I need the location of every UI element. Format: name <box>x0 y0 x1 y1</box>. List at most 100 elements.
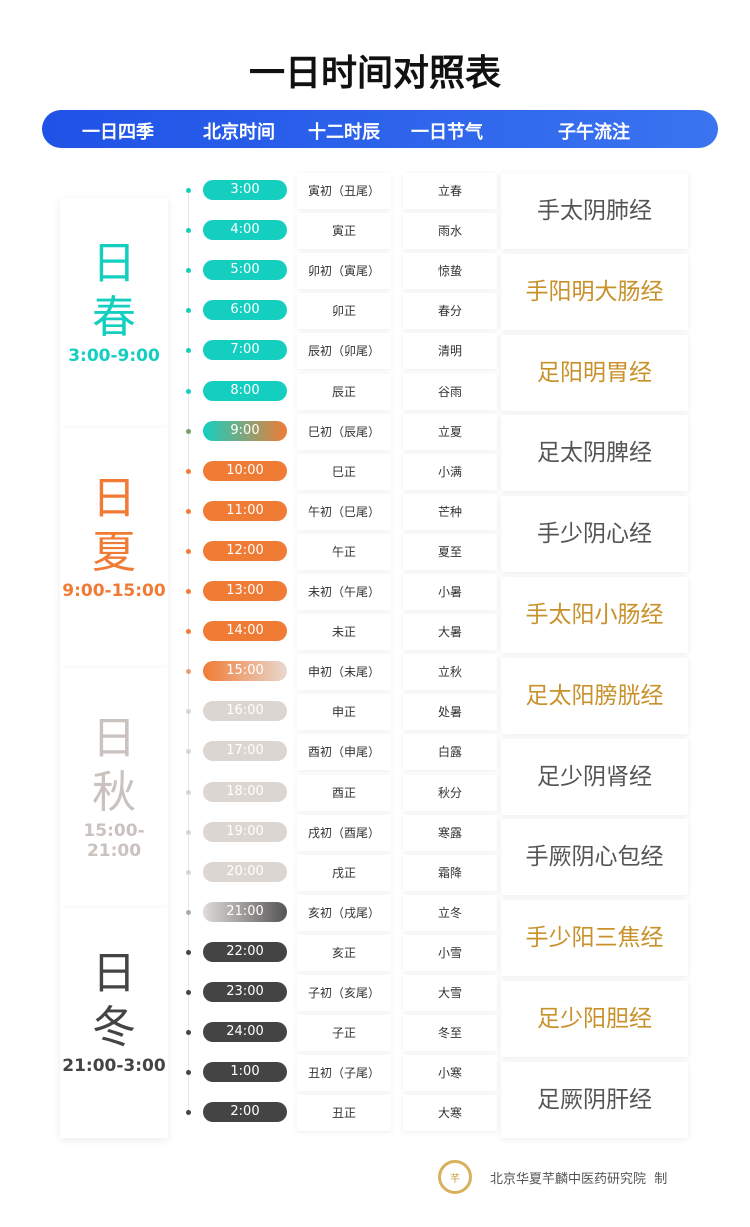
meridian-cell: 手阳明大肠经 <box>501 253 688 330</box>
timeline-dot <box>186 388 191 394</box>
shichen-cell: 午正 <box>297 533 391 570</box>
timeline-dot <box>186 548 191 554</box>
jieqi-cell: 小暑 <box>403 574 497 610</box>
shichen-cell: 午初（巳尾） <box>297 493 391 530</box>
time-pill: 24:00 <box>203 1022 287 1043</box>
timeline-dot <box>186 308 191 314</box>
shichen-cell: 卯初（寅尾） <box>297 253 391 290</box>
shichen-cell: 辰初（卯尾） <box>297 333 391 370</box>
time-pill: 22:00 <box>203 941 287 962</box>
header-shichen: 十二时辰 <box>308 122 380 143</box>
footer: 芊 北京华夏芊麟中医药研究院 制 <box>438 1160 667 1194</box>
jieqi-cell: 处暑 <box>403 694 497 731</box>
jieqi-cell: 大暑 <box>403 614 497 651</box>
meridian-cell: 手少阳三焦经 <box>501 900 688 977</box>
jieqi-cell: 小满 <box>403 453 497 490</box>
meridian-cell: 足阳明胃经 <box>501 334 688 411</box>
season-panel-spring: 日春 3:00-9:00 <box>60 198 168 428</box>
time-pill: 3:00 <box>203 180 287 200</box>
timeline-dot <box>186 1070 191 1076</box>
time-pill: 1:00 <box>203 1062 287 1083</box>
header-beijing-time: 北京时间 <box>203 122 275 143</box>
shichen-cell: 卯正 <box>297 293 391 330</box>
season-range: 15:00-21:00 <box>83 821 145 861</box>
jieqi-cell: 惊蛰 <box>403 253 497 290</box>
shichen-cell: 酉正 <box>297 774 391 811</box>
timeline-dot <box>186 990 191 995</box>
jieqi-cell: 寒露 <box>403 814 497 851</box>
shichen-cell: 亥初（戌尾） <box>297 894 391 931</box>
shichen-cell: 巳初（辰尾） <box>297 413 391 450</box>
time-pill: 16:00 <box>203 701 287 722</box>
jieqi-cell: 大雪 <box>403 975 497 1011</box>
shichen-cell: 酉初（申尾） <box>297 734 391 771</box>
meridian-cell: 足少阴肾经 <box>501 738 688 815</box>
season-range: 3:00-9:00 <box>68 346 160 366</box>
footer-org: 北京华夏芊麟中医药研究院 制 <box>490 1171 668 1187</box>
jieqi-cell: 谷雨 <box>403 373 497 410</box>
shichen-cell: 戌正 <box>297 854 391 891</box>
season-panel-winter: 日冬 21:00-3:00 <box>60 908 168 1138</box>
timeline-dot <box>186 829 191 835</box>
timeline-dot <box>186 348 191 354</box>
jieqi-cell: 芒种 <box>403 493 497 530</box>
shichen-cell: 辰正 <box>297 373 391 410</box>
time-pill: 23:00 <box>203 982 287 1002</box>
timeline-dot <box>186 508 191 514</box>
meridian-cell: 手厥阴心包经 <box>501 819 688 896</box>
shichen-cell: 申正 <box>297 694 391 731</box>
time-pill: 9:00 <box>203 420 287 441</box>
season-panel-summer: 日夏 9:00-15:00 <box>60 428 168 668</box>
timeline <box>188 190 189 1113</box>
meridian-cell: 足厥阴肝经 <box>501 1061 688 1138</box>
institute-logo: 芊 <box>438 1160 472 1194</box>
meridian-cell: 手太阴肺经 <box>501 173 688 249</box>
season-ri: 日 <box>92 713 136 764</box>
shichen-cell: 寅正 <box>297 213 391 250</box>
season-ri: 日 <box>92 238 136 289</box>
jieqi-cell: 小雪 <box>403 934 497 971</box>
time-pill: 14:00 <box>203 621 287 642</box>
season-name: 夏 <box>92 527 136 578</box>
header-jieqi: 一日节气 <box>411 122 483 143</box>
time-pill: 10:00 <box>203 460 287 481</box>
time-pill: 21:00 <box>203 901 287 922</box>
timeline-dot <box>186 228 191 234</box>
shichen-cell: 丑初（子尾） <box>297 1055 391 1092</box>
meridian-cell: 足太阳膀胱经 <box>501 657 688 734</box>
timeline-dot <box>186 909 191 915</box>
meridian-cell: 足太阴脾经 <box>501 415 688 492</box>
time-pill: 11:00 <box>203 500 287 521</box>
season-name: 秋 <box>92 767 136 818</box>
jieqi-cell: 立春 <box>403 173 497 209</box>
shichen-cell: 丑正 <box>297 1095 391 1132</box>
header-meridian: 子午流注 <box>558 122 630 143</box>
time-pill: 17:00 <box>203 741 287 762</box>
timeline-dot <box>186 629 191 635</box>
timeline-dot <box>186 869 191 875</box>
jieqi-cell: 立冬 <box>403 894 497 931</box>
time-pill: 20:00 <box>203 861 287 882</box>
timeline-dot <box>186 468 191 474</box>
shichen-cell: 戌初（酉尾） <box>297 814 391 851</box>
time-pill: 7:00 <box>203 340 287 361</box>
header-season: 一日四季 <box>82 122 154 143</box>
shichen-cell: 未初（午尾） <box>297 574 391 610</box>
jieqi-cell: 春分 <box>403 293 497 330</box>
timeline-dot <box>186 749 191 755</box>
season-panel-autumn: 日秋 15:00-21:00 <box>60 668 168 908</box>
shichen-cell: 寅初（丑尾） <box>297 173 391 209</box>
jieqi-cell: 秋分 <box>403 774 497 811</box>
shichen-cell: 未正 <box>297 614 391 651</box>
timeline-dot <box>186 1110 191 1116</box>
season-range: 9:00-15:00 <box>62 581 166 601</box>
timeline-dot <box>186 709 191 715</box>
time-pill: 13:00 <box>203 581 287 601</box>
jieqi-cell: 立秋 <box>403 654 497 691</box>
jieqi-cell: 清明 <box>403 333 497 370</box>
time-pill: 18:00 <box>203 781 287 802</box>
time-pill: 12:00 <box>203 540 287 561</box>
jieqi-cell: 夏至 <box>403 533 497 570</box>
page-title: 一日时间对照表 <box>248 53 501 94</box>
time-pill: 4:00 <box>203 220 287 241</box>
